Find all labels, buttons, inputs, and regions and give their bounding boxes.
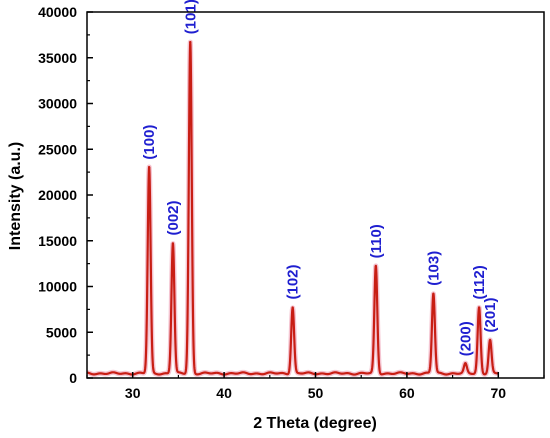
peak-point (432, 292, 435, 296)
peak-label: (112) (471, 265, 488, 299)
peak-point (147, 166, 151, 169)
x-tick-label: 70 (491, 385, 507, 401)
peak-label: (002) (165, 200, 182, 235)
y-tick-label: 35000 (38, 50, 77, 66)
peak-point (171, 242, 175, 245)
y-tick-label: 0 (69, 370, 77, 386)
x-tick-label: 30 (125, 385, 141, 401)
peak-label: (200) (457, 321, 474, 356)
peak-point (477, 306, 481, 309)
x-tick-label: 60 (399, 385, 415, 401)
peak-label: (110) (368, 224, 385, 258)
peak-point (374, 265, 378, 268)
y-tick-label: 5000 (46, 324, 77, 340)
y-axis-title: Intensity (a.u.) (7, 142, 24, 250)
peak-label: (102) (285, 264, 302, 299)
y-tick-label: 40000 (38, 4, 77, 20)
peak-label: (201) (482, 297, 499, 332)
peak-label: (101) (182, 0, 199, 34)
x-axis-title: 2 Theta (degree) (253, 415, 377, 432)
plot-area (87, 39, 501, 378)
y-tick-label: 10000 (38, 279, 77, 295)
y-tick-label: 30000 (38, 96, 77, 112)
axes: 30 40 50 60 70 0 5000 10000 15000 20000 25000 30000… (38, 4, 545, 401)
x-tick-label: 50 (308, 385, 324, 401)
plot-frame (86, 11, 545, 379)
x-tick-label: 40 (216, 385, 232, 401)
peak-point (464, 363, 467, 366)
y-tick-label: 15000 (38, 233, 77, 249)
peak-point (189, 40, 192, 44)
y-tick-label: 25000 (38, 141, 77, 157)
peak-point (488, 339, 492, 342)
peak-point (291, 306, 294, 309)
y-tick-label: 20000 (38, 187, 77, 203)
peak-label: (103) (425, 251, 442, 286)
peak-labels: (100) (002) (101) (102) (110) (103) (200) (112)… (141, 0, 499, 356)
peak-label: (100) (141, 125, 158, 160)
